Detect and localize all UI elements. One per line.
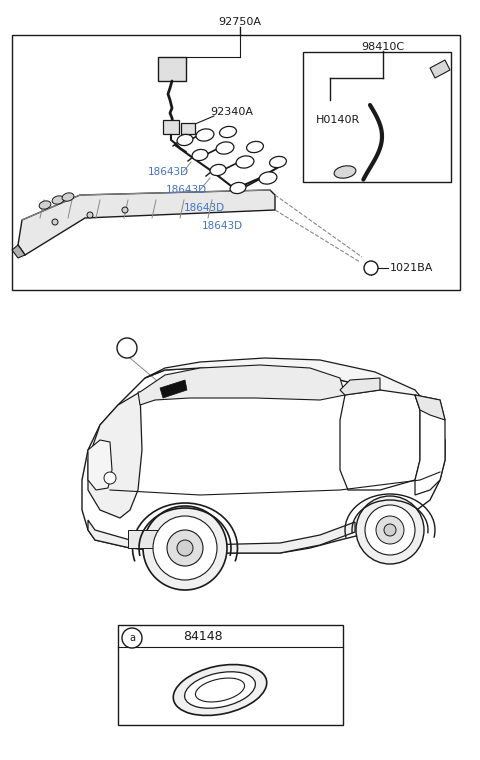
Text: 92750A: 92750A [218,17,262,27]
Polygon shape [340,390,420,490]
Polygon shape [88,392,142,518]
Text: a: a [129,633,135,643]
Circle shape [153,516,217,580]
Polygon shape [430,60,450,78]
Bar [158,57,186,81]
Bar [128,530,198,548]
Ellipse shape [210,164,226,176]
Ellipse shape [62,193,74,201]
Text: 84148: 84148 [183,629,223,642]
Circle shape [87,212,93,218]
Text: 18643D: 18643D [202,221,243,231]
Ellipse shape [177,135,193,146]
Ellipse shape [236,156,254,168]
Circle shape [356,496,424,564]
Circle shape [376,516,404,544]
Polygon shape [415,395,445,420]
Polygon shape [415,395,445,495]
Bar [12,35,460,290]
Bar [303,52,451,182]
Ellipse shape [185,672,255,708]
Ellipse shape [270,157,287,168]
Text: a: a [124,343,130,353]
Circle shape [143,506,227,590]
Bar [118,625,343,725]
Polygon shape [18,190,275,255]
Text: 18643D: 18643D [148,167,189,177]
Polygon shape [340,378,380,395]
Ellipse shape [219,126,237,138]
Bar [163,120,179,134]
Circle shape [365,505,415,555]
Ellipse shape [39,201,51,209]
Ellipse shape [230,182,246,194]
Text: H0140R: H0140R [316,115,360,125]
Circle shape [122,628,142,648]
Ellipse shape [195,678,245,702]
Circle shape [52,219,58,225]
Bar [181,123,195,134]
Circle shape [167,530,203,566]
Ellipse shape [52,196,64,204]
Polygon shape [88,440,112,490]
Circle shape [364,261,378,275]
Polygon shape [145,358,430,408]
Ellipse shape [196,129,214,141]
Text: 18643D: 18643D [184,203,225,213]
Text: 92340A: 92340A [211,107,253,117]
Polygon shape [138,365,345,405]
Text: 98410C: 98410C [361,42,405,52]
Text: 18643D: 18643D [166,185,207,195]
Ellipse shape [334,166,356,178]
Polygon shape [160,380,187,398]
Polygon shape [88,520,355,553]
Circle shape [384,524,396,536]
Polygon shape [82,368,445,553]
Circle shape [117,338,137,358]
Circle shape [122,207,128,213]
Ellipse shape [173,664,267,715]
Polygon shape [12,245,25,258]
Ellipse shape [259,172,277,184]
Text: 1021BA: 1021BA [390,263,433,273]
Ellipse shape [216,142,234,154]
Ellipse shape [192,150,208,160]
Circle shape [104,472,116,484]
Circle shape [177,540,193,556]
Ellipse shape [247,141,264,153]
